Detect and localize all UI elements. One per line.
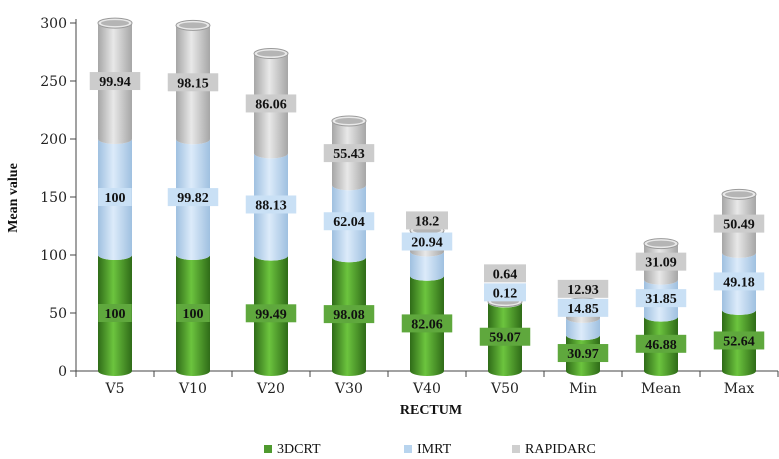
- data-labels: 100 100 99.94 100 99.82 98.15 99.49 88.13 86.06 9…: [89, 72, 765, 363]
- legend-swatch: [512, 445, 520, 453]
- y-tick-label: 300: [40, 16, 67, 32]
- legend-label: 3DCRT: [277, 442, 321, 457]
- data-label: 31.09: [645, 256, 677, 271]
- data-label-box: [245, 195, 297, 214]
- data-label-box: [635, 334, 687, 353]
- data-label: 31.85: [645, 292, 677, 307]
- data-label: 82.06: [411, 317, 443, 332]
- data-label-box: [401, 232, 453, 251]
- bar-segment: [410, 251, 444, 281]
- data-label: 59.07: [489, 331, 521, 346]
- data-label-box: [479, 327, 531, 346]
- x-tick-label: V5: [104, 381, 124, 397]
- data-label: 100: [183, 307, 204, 322]
- bar-top-inner: [647, 240, 675, 247]
- data-label: 49.18: [723, 275, 755, 290]
- data-label-box: [713, 214, 765, 233]
- x-tick-label: V10: [178, 381, 207, 397]
- y-tick-label: 0: [58, 364, 67, 380]
- legend-swatch: [404, 445, 412, 453]
- data-label-box: [167, 73, 219, 92]
- y-tick-label: 150: [40, 190, 67, 206]
- data-label-box: [406, 211, 448, 230]
- data-label: 46.88: [645, 338, 677, 353]
- data-label: 99.94: [99, 75, 131, 90]
- data-label: 100: [105, 307, 126, 322]
- data-label-box: [98, 304, 132, 322]
- data-label-box: [245, 304, 297, 323]
- data-label: 0.12: [493, 286, 518, 301]
- legend-label: IMRT: [417, 442, 452, 457]
- x-tick-label: Max: [724, 381, 755, 397]
- data-label: 62.04: [333, 215, 365, 230]
- data-label-box: [557, 298, 609, 317]
- y-tick-label: 50: [49, 306, 67, 322]
- data-label-box: [176, 304, 210, 322]
- y-axis-title: Mean value: [6, 163, 21, 233]
- data-label: 55.43: [333, 147, 365, 162]
- x-tick-label: V50: [490, 381, 519, 397]
- x-tick-label: Min: [569, 381, 597, 397]
- bar-top-inner: [179, 22, 207, 29]
- data-label: 30.97: [567, 347, 599, 362]
- bar-segment: [566, 317, 600, 341]
- data-label-box: [167, 188, 219, 207]
- data-label-box: [713, 331, 765, 350]
- data-label: 88.13: [255, 198, 287, 213]
- data-label-box: [401, 314, 453, 333]
- data-label: 100: [105, 191, 126, 206]
- data-label-box: [245, 94, 297, 113]
- x-tick-label: Mean: [641, 381, 681, 397]
- data-label: 20.94: [411, 236, 443, 251]
- legend: 3DCRT IMRT RAPIDARC: [264, 442, 596, 457]
- legend-item: 3DCRT: [264, 442, 321, 457]
- data-label-box: [98, 188, 132, 206]
- data-label-box: [323, 212, 375, 231]
- x-axis: V5 V10 V20 V30 V40 V50 Min Mean Max: [75, 371, 779, 397]
- data-label-box: [484, 283, 526, 302]
- data-label: 14.85: [567, 302, 599, 317]
- data-label-box: [713, 272, 765, 291]
- data-label-box: [323, 144, 375, 163]
- x-tick-label: V20: [256, 381, 285, 397]
- data-label-box: [557, 279, 609, 298]
- data-label-box: [635, 252, 687, 271]
- y-tick-label: 200: [40, 132, 67, 148]
- legend-label: RAPIDARC: [525, 442, 596, 457]
- data-label: 98.15: [177, 76, 209, 91]
- y-tick-label: 100: [40, 248, 67, 264]
- bar-top-inner: [335, 117, 363, 124]
- data-label: 99.82: [177, 191, 209, 206]
- bar-top-inner: [257, 50, 285, 57]
- bar-top-inner: [101, 20, 129, 27]
- data-label-box: [635, 289, 687, 308]
- data-label: 99.49: [255, 307, 287, 322]
- data-label: 98.08: [333, 308, 365, 323]
- data-label-box: [323, 305, 375, 324]
- data-label: 86.06: [255, 97, 287, 112]
- bar-top-inner: [725, 191, 753, 198]
- data-label-box: [557, 344, 609, 363]
- data-label: 50.49: [723, 218, 755, 233]
- x-tick-label: V40: [412, 381, 441, 397]
- x-axis-title: RECTUM: [400, 403, 462, 418]
- legend-swatch: [264, 445, 272, 453]
- data-label: 52.64: [723, 334, 755, 349]
- data-label-box: [484, 264, 526, 283]
- data-label: 18.2: [415, 214, 440, 229]
- y-tick-label: 250: [40, 74, 67, 90]
- legend-item: IMRT: [404, 442, 452, 457]
- legend-item: RAPIDARC: [512, 442, 596, 457]
- data-label: 12.93: [567, 283, 599, 298]
- x-tick-label: V30: [334, 381, 363, 397]
- data-label: 0.64: [493, 267, 518, 282]
- data-label-box: [89, 72, 141, 91]
